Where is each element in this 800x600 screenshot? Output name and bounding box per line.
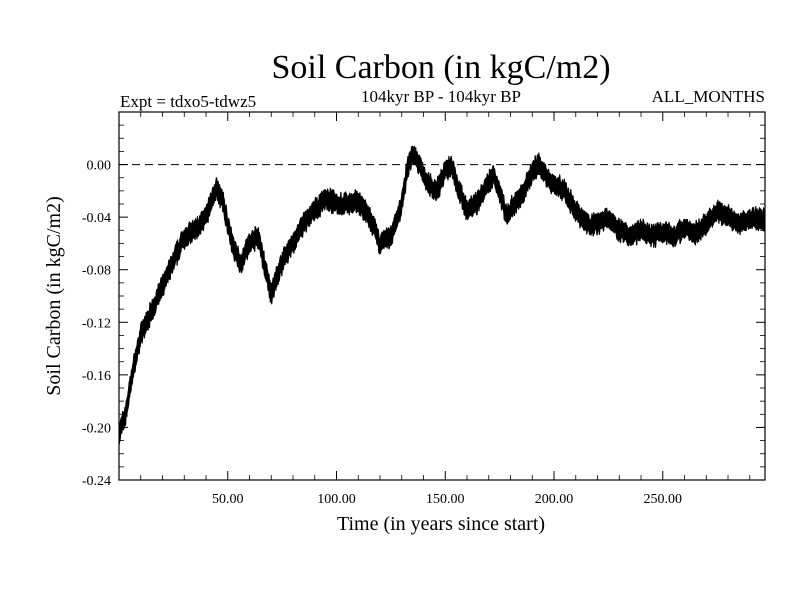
x-tick-label: 250.00 [644, 492, 683, 507]
x-axis-label: Time (in years since start) [337, 513, 545, 535]
minor-ticks [119, 112, 765, 480]
y-tick-label: -0.20 [82, 421, 111, 436]
y-tick-label: -0.04 [82, 211, 111, 226]
chart-subtitle-center: 104kyr BP - 104kyr BP [361, 87, 521, 106]
y-axis: 0.00 -0.04 -0.08 -0.12 -0.16 -0.20 -0.24 [82, 159, 765, 489]
x-tick-label: 200.00 [535, 492, 574, 507]
y-tick-label: -0.08 [82, 264, 111, 279]
chart-title: Soil Carbon (in kgC/m2) [271, 49, 610, 86]
chart-subtitle-left: Expt = tdxo5-tdwz5 [120, 92, 256, 111]
plot-area: 50.00 100.00 150.00 200.00 250.00 0.00 -0.04 -… [82, 111, 766, 507]
y-tick-label: -0.16 [82, 369, 111, 384]
series-0-line [119, 145, 765, 445]
chart-subtitle-right: ALL_MONTHS [652, 87, 765, 106]
x-tick-label: 150.00 [426, 492, 465, 507]
x-tick-label: 50.00 [212, 492, 244, 507]
y-axis-label: Soil Carbon (in kgC/m2) [43, 196, 65, 395]
y-tick-label: 0.00 [87, 159, 112, 174]
y-tick-label: -0.24 [82, 474, 111, 489]
plot-frame [118, 111, 766, 481]
series-layer [119, 145, 765, 445]
x-axis: 50.00 100.00 150.00 200.00 250.00 [212, 112, 682, 507]
y-tick-label: -0.12 [82, 316, 111, 331]
x-tick-label: 100.00 [317, 492, 356, 507]
